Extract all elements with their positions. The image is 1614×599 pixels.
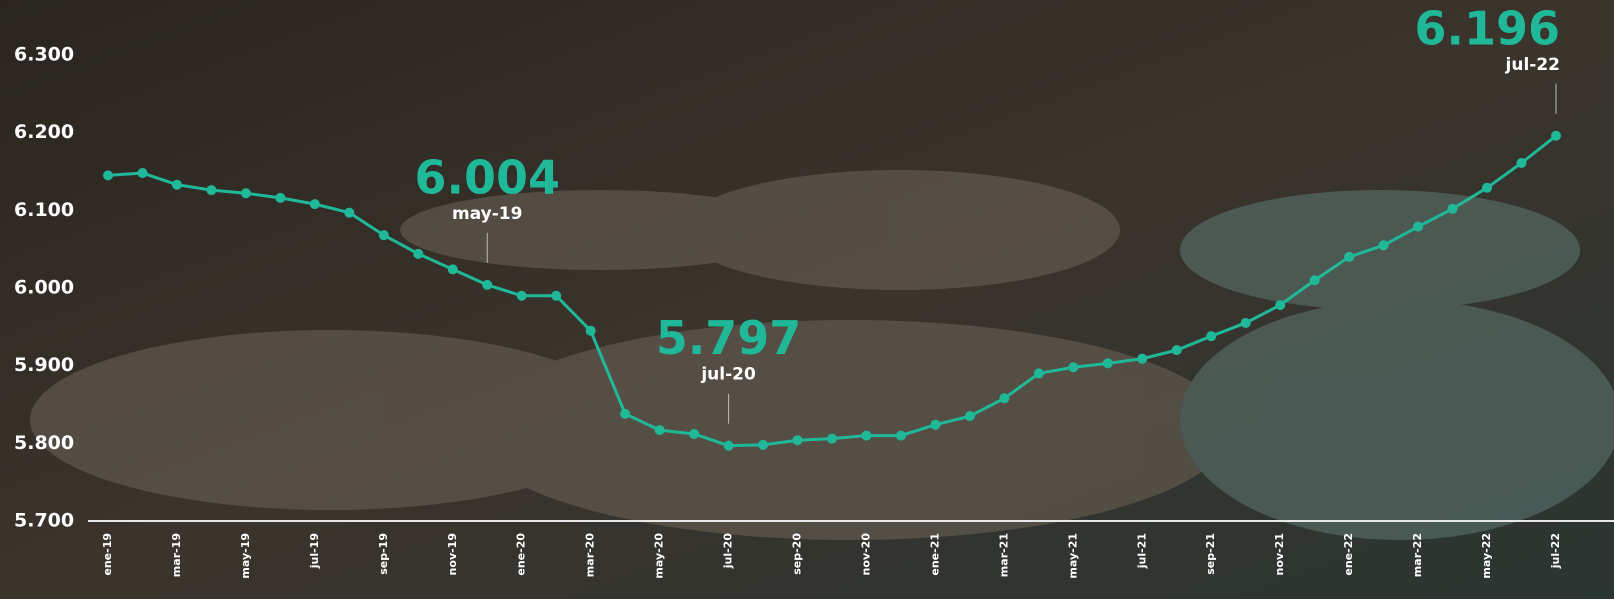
point xyxy=(1103,358,1113,368)
x-tick-label: nov-19 xyxy=(446,533,459,575)
point xyxy=(206,185,216,195)
point xyxy=(551,291,561,301)
point xyxy=(1206,331,1216,341)
point xyxy=(1551,131,1561,141)
point xyxy=(172,180,182,190)
point xyxy=(1275,300,1285,310)
value-label: 6.004 xyxy=(414,150,560,204)
point xyxy=(344,208,354,218)
point xyxy=(620,409,630,419)
x-tick-label: sep-21 xyxy=(1204,533,1217,575)
y-tick-label: 5.700 xyxy=(14,510,74,532)
point xyxy=(793,435,803,445)
x-tick-label: may-20 xyxy=(653,533,666,579)
point xyxy=(1310,275,1320,285)
point xyxy=(1034,368,1044,378)
value-label: 5.797 xyxy=(656,311,802,365)
point xyxy=(413,249,423,259)
point xyxy=(448,264,458,274)
x-tick-label: may-22 xyxy=(1480,533,1493,579)
y-tick-label: 6.200 xyxy=(14,121,74,143)
x-tick-label: jul-22 xyxy=(1549,533,1562,569)
point xyxy=(275,193,285,203)
x-tick-label: jul-20 xyxy=(722,533,735,570)
point xyxy=(137,168,147,178)
y-tick-label: 6.300 xyxy=(14,44,74,66)
x-tick-label: ene-21 xyxy=(928,533,941,576)
point xyxy=(999,393,1009,403)
point xyxy=(379,230,389,240)
point xyxy=(1482,183,1492,193)
point xyxy=(103,170,113,180)
value-label-date: jul-20 xyxy=(700,365,756,385)
point xyxy=(896,431,906,441)
y-tick-label: 6.100 xyxy=(14,199,74,221)
point xyxy=(724,441,734,451)
point xyxy=(1241,318,1251,328)
x-tick-label: jul-21 xyxy=(1135,533,1148,569)
value-label-date: jul-22 xyxy=(1505,55,1560,75)
point xyxy=(482,280,492,290)
point xyxy=(930,420,940,430)
point xyxy=(517,291,527,301)
page: {"chart_data": { "type": "line", "catego… xyxy=(0,0,1614,599)
y-tick-label: 6.000 xyxy=(14,277,74,299)
x-tick-label: ene-20 xyxy=(515,533,528,576)
x-tick-label: mar-22 xyxy=(1411,533,1424,577)
point xyxy=(586,326,596,336)
x-tick-label: jul-19 xyxy=(308,533,321,569)
x-tick-label: ene-22 xyxy=(1342,533,1355,576)
x-tick-label: mar-20 xyxy=(584,533,597,578)
point xyxy=(1344,252,1354,262)
point xyxy=(965,411,975,421)
point xyxy=(655,425,665,435)
y-tick-label: 5.900 xyxy=(14,354,74,376)
point xyxy=(1172,345,1182,355)
x-tick-label: nov-20 xyxy=(859,533,872,576)
x-tick-label: mar-19 xyxy=(170,533,183,577)
point xyxy=(1517,158,1527,168)
y-tick-label: 5.800 xyxy=(14,432,74,454)
x-tick-label: sep-19 xyxy=(377,533,390,575)
point xyxy=(1413,222,1423,232)
value-label-date: may-19 xyxy=(452,204,522,224)
x-tick-label: mar-21 xyxy=(997,533,1010,577)
point xyxy=(241,188,251,198)
x-tick-label: nov-21 xyxy=(1273,533,1286,575)
x-tick-label: may-21 xyxy=(1066,533,1079,579)
x-tick-label: sep-20 xyxy=(791,533,804,575)
value-label: 6.196 xyxy=(1414,1,1560,55)
point xyxy=(758,440,768,450)
chart: 5.700 5.800 5.900 6.000 6.100 6.200 6.300 ene-1… xyxy=(0,0,1614,599)
x-tick-label: ene-19 xyxy=(101,533,114,576)
point xyxy=(689,429,699,439)
x-tick-label: may-19 xyxy=(239,533,252,579)
point xyxy=(861,431,871,441)
point xyxy=(1448,204,1458,214)
point xyxy=(827,434,837,444)
point xyxy=(1068,362,1078,372)
point xyxy=(1137,354,1147,364)
point xyxy=(1379,240,1389,250)
point xyxy=(310,199,320,209)
